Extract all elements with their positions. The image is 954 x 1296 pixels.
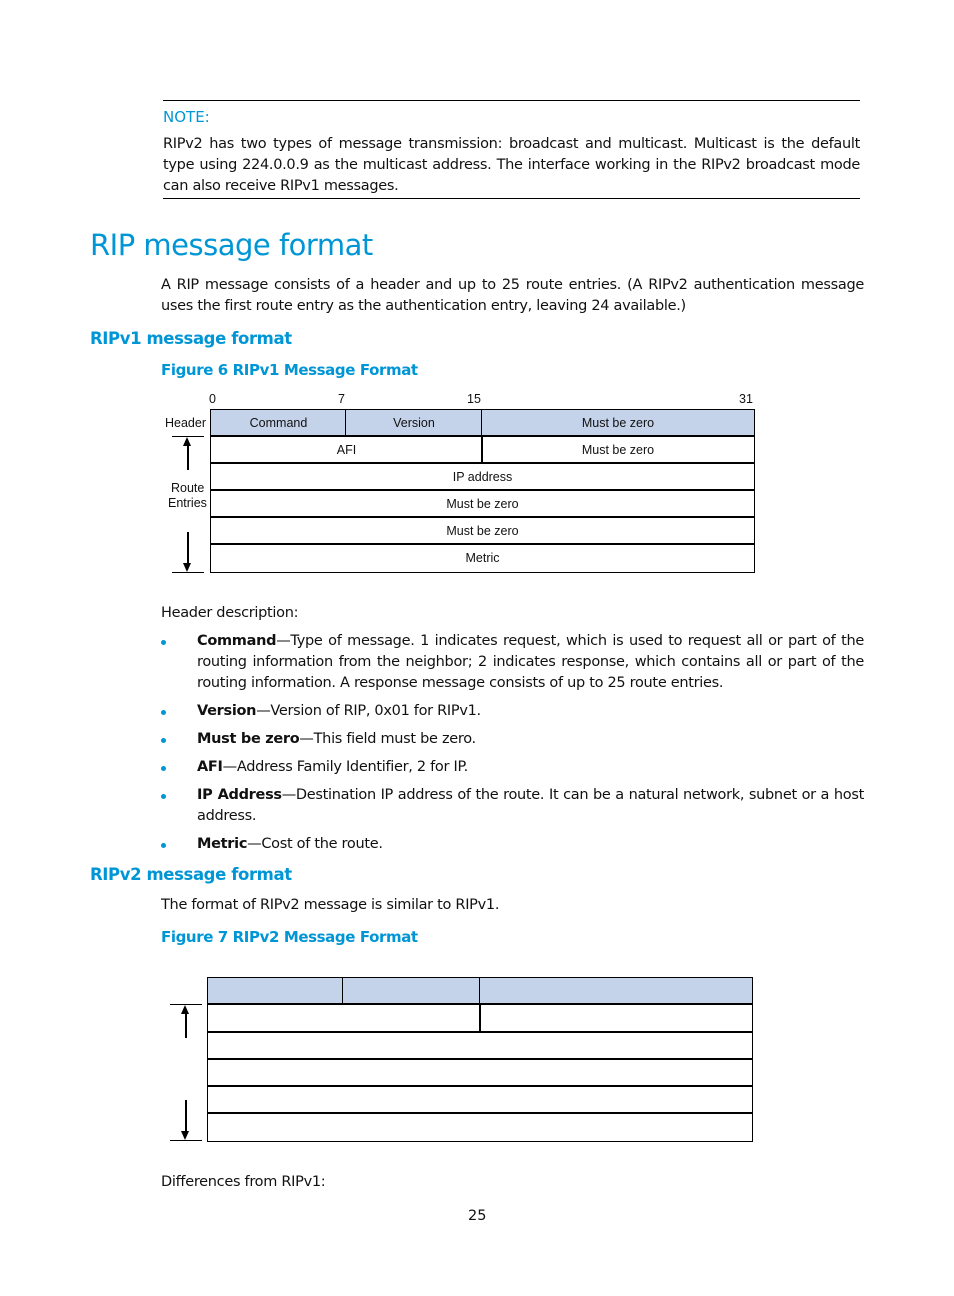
arrow-line xyxy=(187,444,189,470)
bullet-icon xyxy=(161,640,166,645)
field-cell xyxy=(207,1058,753,1087)
term: Metric xyxy=(197,836,248,852)
bit-label: 15 xyxy=(467,392,481,406)
list-item: Must be zero—This field must be zero. xyxy=(161,729,864,750)
term: Command xyxy=(197,633,277,649)
figure6-caption: Figure 6 RIPv1 Message Format xyxy=(161,361,418,379)
arrow-line xyxy=(187,532,189,564)
field-ip-address: IP address xyxy=(210,462,755,491)
arrow-up-icon xyxy=(181,1005,189,1014)
bit-label: 7 xyxy=(338,392,345,406)
bullet-icon xyxy=(161,794,166,799)
term: AFI xyxy=(197,759,223,775)
page-number: 25 xyxy=(468,1208,487,1224)
list-item: Command—Type of message. 1 indicates req… xyxy=(161,631,864,694)
field-must-be-zero: Must be zero xyxy=(481,409,755,437)
definition: —Version of RIP, 0x01 for RIPv1. xyxy=(256,703,481,719)
ripv2-intro: The format of RIPv2 message is similar t… xyxy=(161,897,500,913)
list-item: Metric—Cost of the route. xyxy=(161,834,864,855)
arrow-line xyxy=(185,1100,187,1132)
definition: —Address Family Identifier, 2 for IP. xyxy=(222,759,469,775)
arrow-down-icon xyxy=(183,563,191,572)
header-description-label: Header description: xyxy=(161,605,299,621)
divider xyxy=(170,1140,202,1141)
list-item: IP Address—Destination IP address of the… xyxy=(161,785,864,827)
field-version: Version xyxy=(345,409,483,437)
field-cell xyxy=(479,977,753,1005)
field-description-list: Command—Type of message. 1 indicates req… xyxy=(161,631,864,862)
field-afi: AFI xyxy=(210,435,483,464)
field-cell xyxy=(207,977,344,1005)
field-cell xyxy=(207,1112,753,1142)
figure7-caption: Figure 7 RIPv2 Message Format xyxy=(161,928,418,946)
bullet-icon xyxy=(161,710,166,715)
divider xyxy=(172,436,204,437)
term: IP Address xyxy=(197,787,282,803)
note-text: RIPv2 has two types of message transmiss… xyxy=(163,136,860,194)
header-label: Header xyxy=(165,416,206,430)
bullet-icon xyxy=(161,738,166,743)
ripv2-diagram xyxy=(170,977,753,1142)
list-item: Version—Version of RIP, 0x01 for RIPv1. xyxy=(161,701,864,722)
divider xyxy=(170,1004,202,1005)
field-cell xyxy=(207,1085,753,1114)
arrow-line xyxy=(185,1012,187,1038)
entries-label: Entries xyxy=(168,496,207,510)
definition: —Type of message. 1 indicates request, w… xyxy=(197,633,864,691)
field-must-be-zero: Must be zero xyxy=(210,489,755,518)
ripv2-heading: RIPv2 message format xyxy=(90,865,292,884)
definition: —Destination IP address of the route. It… xyxy=(197,787,864,824)
bullet-icon xyxy=(161,766,166,771)
route-label: Route xyxy=(171,481,205,495)
field-cell xyxy=(479,1003,753,1033)
field-must-be-zero: Must be zero xyxy=(210,516,755,545)
field-must-be-zero: Must be zero xyxy=(481,435,755,464)
divider xyxy=(172,572,204,573)
definition: —This field must be zero. xyxy=(299,731,476,747)
field-command: Command xyxy=(210,409,347,437)
note-top-rule xyxy=(163,100,860,101)
term: Must be zero xyxy=(197,731,300,747)
field-cell xyxy=(207,1031,753,1060)
arrow-up-icon xyxy=(183,437,191,446)
section-title: RIP message format xyxy=(90,228,373,262)
bit-label: 31 xyxy=(739,392,753,406)
section-intro: A RIP message consists of a header and u… xyxy=(161,277,864,314)
field-cell xyxy=(207,1003,481,1033)
ripv1-diagram: 0 7 15 31 Header Route Entries Command V… xyxy=(0,0,954,600)
arrow-down-icon xyxy=(181,1131,189,1140)
field-cell xyxy=(342,977,481,1005)
list-item: AFI—Address Family Identifier, 2 for IP. xyxy=(161,757,864,778)
definition: —Cost of the route. xyxy=(247,836,383,852)
term: Version xyxy=(197,703,257,719)
note-label: NOTE: xyxy=(163,108,210,126)
note-bottom-rule xyxy=(163,198,860,199)
ripv1-heading: RIPv1 message format xyxy=(90,329,292,348)
bit-label: 0 xyxy=(209,392,216,406)
bullet-icon xyxy=(161,843,166,848)
field-metric: Metric xyxy=(210,543,755,573)
differences-label: Differences from RIPv1: xyxy=(161,1174,326,1190)
